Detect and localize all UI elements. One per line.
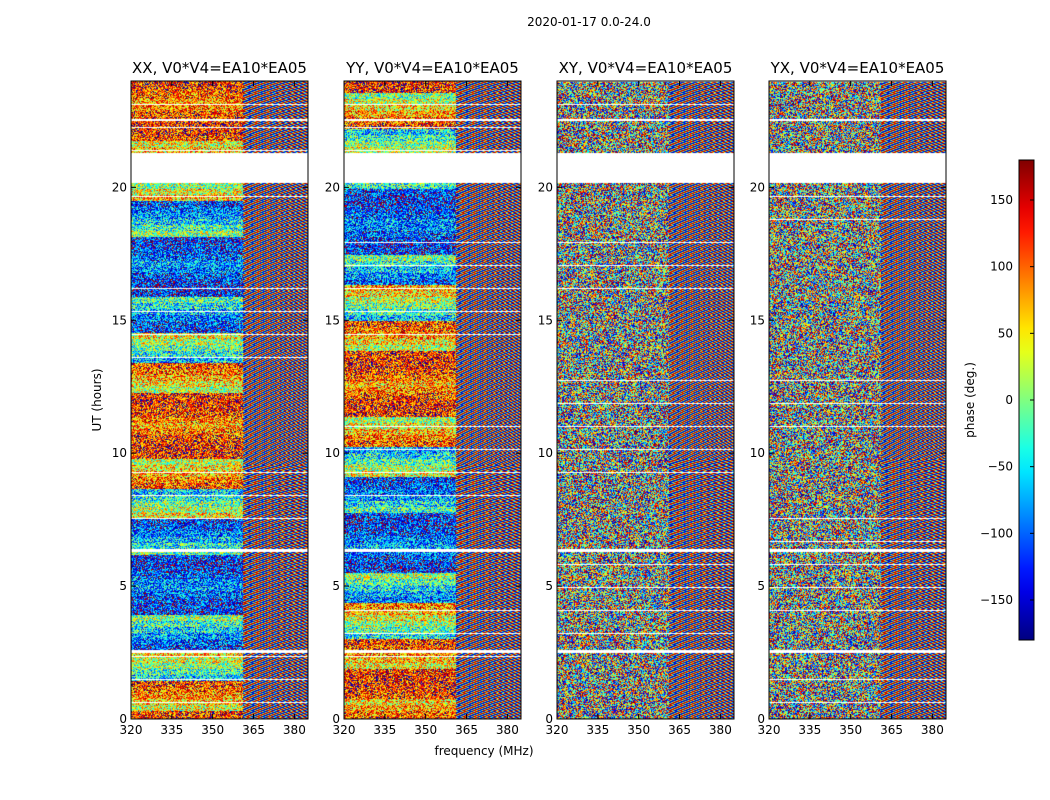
colorbar-tick-label: −150	[980, 593, 1013, 607]
x-tick-label: 350	[839, 723, 862, 737]
colorbar-tick-label: 50	[998, 326, 1013, 340]
x-axis-label: frequency (MHz)	[434, 744, 533, 758]
panel-frame	[556, 80, 735, 720]
heatmap-raster-3	[769, 81, 946, 719]
x-tick-label: 320	[758, 723, 781, 737]
panel-frame	[343, 80, 522, 720]
y-tick-label: 10	[538, 446, 553, 460]
y-tick-label: 20	[112, 180, 127, 194]
y-tick-label: 0	[545, 712, 553, 726]
y-tick-label: 5	[119, 579, 127, 593]
y-tick-label: 5	[757, 579, 765, 593]
x-tick-label: 335	[586, 723, 609, 737]
panel-title: YY, V0*V4=EA10*EA05	[345, 59, 519, 77]
colorbar-tick-label: 0	[1005, 393, 1013, 407]
x-tick-label: 365	[668, 723, 691, 737]
y-tick-label: 5	[545, 579, 553, 593]
x-tick-label: 365	[455, 723, 478, 737]
x-tick-label: 350	[627, 723, 650, 737]
panel-1: YY, V0*V4=EA10*EA05 320 335 350 365 380 0 5 10 15…	[325, 59, 522, 737]
x-tick-label: 320	[333, 723, 356, 737]
colorbar-tick-label: 150	[990, 193, 1013, 207]
y-tick-label: 0	[119, 712, 127, 726]
y-tick-label: 20	[325, 180, 340, 194]
y-tick-label: 15	[750, 313, 765, 327]
y-tick-label: 5	[332, 579, 340, 593]
panel-2: XY, V0*V4=EA10*EA05 320 335 350 365 380 0 5 10 15…	[538, 59, 735, 737]
y-tick-label: 15	[325, 313, 340, 327]
panel-title: XY, V0*V4=EA10*EA05	[559, 59, 733, 77]
y-axis-label: UT (hours)	[90, 368, 104, 431]
panel-0: XX, V0*V4=EA10*EA05 320 335 350 365 380 0 5 10 15…	[112, 59, 309, 737]
x-tick-label: 365	[242, 723, 265, 737]
x-tick-label: 365	[880, 723, 903, 737]
y-tick-label: 0	[757, 712, 765, 726]
heatmap-raster-0	[131, 81, 308, 719]
panel-frame	[768, 80, 947, 720]
y-tick-label: 20	[538, 180, 553, 194]
x-tick-label: 380	[921, 723, 944, 737]
colorbar-label: phase (deg.)	[963, 362, 977, 438]
x-tick-label: 320	[546, 723, 569, 737]
x-tick-label: 380	[496, 723, 519, 737]
colorbar-tick-label: −50	[988, 460, 1013, 474]
y-tick-label: 20	[750, 180, 765, 194]
x-tick-label: 350	[414, 723, 437, 737]
y-tick-label: 10	[112, 446, 127, 460]
colorbar: 150 100 50 0 −50 −100 −150 phase (deg.)	[963, 159, 1035, 641]
figure-suptitle: 2020-01-17 0.0-24.0	[527, 15, 651, 29]
y-tick-label: 15	[538, 313, 553, 327]
x-tick-label: 380	[283, 723, 306, 737]
y-tick-label: 10	[750, 446, 765, 460]
y-tick-label: 0	[332, 712, 340, 726]
x-tick-label: 335	[373, 723, 396, 737]
heatmap-raster-1	[344, 81, 521, 719]
x-tick-label: 380	[709, 723, 732, 737]
panel-3: YX, V0*V4=EA10*EA05 320 335 350 365 380 0 5 10 15…	[750, 59, 947, 737]
x-tick-label: 350	[201, 723, 224, 737]
panel-frame	[130, 80, 309, 720]
colorbar-tick-label: 100	[990, 260, 1013, 274]
panel-title: XX, V0*V4=EA10*EA05	[132, 59, 307, 77]
x-tick-label: 320	[120, 723, 143, 737]
x-tick-label: 335	[160, 723, 183, 737]
y-tick-label: 15	[112, 313, 127, 327]
x-tick-label: 335	[798, 723, 821, 737]
y-tick-label: 10	[325, 446, 340, 460]
panel-title: YX, V0*V4=EA10*EA05	[770, 59, 945, 77]
colorbar-tick-label: −100	[980, 526, 1013, 540]
heatmap-raster-2	[557, 81, 734, 719]
